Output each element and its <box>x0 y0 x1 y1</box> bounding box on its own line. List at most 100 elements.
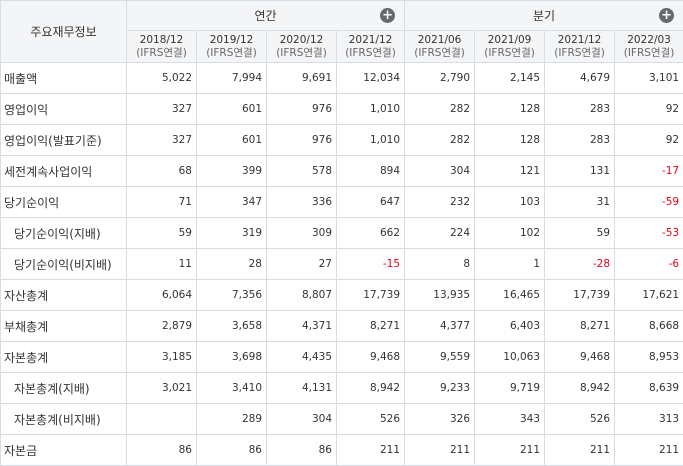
table-cell: 12,034 <box>337 63 405 94</box>
table-cell: 6,064 <box>127 280 197 311</box>
period-header: 2021/12(IFRS연결) <box>337 31 405 63</box>
table-cell: 128 <box>475 94 545 125</box>
table-cell: 8,668 <box>615 311 683 342</box>
table-cell: 2,790 <box>405 63 475 94</box>
table-cell: 59 <box>545 218 615 249</box>
row-label: 당기순이익(지배) <box>1 218 127 249</box>
period-date: 2020/12 <box>267 34 336 47</box>
table-cell: 17,739 <box>337 280 405 311</box>
table-cell: -6 <box>615 249 683 280</box>
table-cell: 283 <box>545 125 615 156</box>
period-basis: (IFRS연결) <box>267 47 336 60</box>
row-label: 매출액 <box>1 63 127 94</box>
table-cell: 1,010 <box>337 94 405 125</box>
table-cell: 3,698 <box>197 342 267 373</box>
table-cell: 282 <box>405 125 475 156</box>
row-label: 자본총계 <box>1 342 127 373</box>
period-header: 2021/06(IFRS연결) <box>405 31 475 63</box>
table-cell: 976 <box>267 125 337 156</box>
table-cell: 7,356 <box>197 280 267 311</box>
table-cell: 8,271 <box>337 311 405 342</box>
table-cell: 92 <box>615 94 683 125</box>
period-header: 2020/12(IFRS연결) <box>267 31 337 63</box>
table-cell: 304 <box>405 156 475 187</box>
table-cell: 8 <box>405 249 475 280</box>
table-cell: 327 <box>127 94 197 125</box>
table-cell: 128 <box>475 125 545 156</box>
table-cell: -15 <box>337 249 405 280</box>
period-header: 2018/12(IFRS연결) <box>127 31 197 63</box>
quarterly-group-header: 분기 + <box>405 1 683 31</box>
table-cell: 86 <box>127 435 197 466</box>
table-cell: 5,022 <box>127 63 197 94</box>
table-cell: 3,410 <box>197 373 267 404</box>
table-cell: 336 <box>267 187 337 218</box>
annual-group-label: 연간 <box>254 9 276 23</box>
period-date: 2021/06 <box>405 34 474 47</box>
table-cell: 3,021 <box>127 373 197 404</box>
table-cell: 2,145 <box>475 63 545 94</box>
period-basis: (IFRS연결) <box>615 47 683 60</box>
row-label: 당기순이익 <box>1 187 127 218</box>
table-cell: 16,465 <box>475 280 545 311</box>
corner-header: 주요재무정보 <box>1 1 127 63</box>
table-cell: 9,233 <box>405 373 475 404</box>
table-cell: 232 <box>405 187 475 218</box>
table-cell: 9,719 <box>475 373 545 404</box>
table-cell: 27 <box>267 249 337 280</box>
table-cell: 4,371 <box>267 311 337 342</box>
row-label: 세전계속사업이익 <box>1 156 127 187</box>
table-cell: 28 <box>197 249 267 280</box>
table-cell: 4,377 <box>405 311 475 342</box>
table-cell: 9,468 <box>337 342 405 373</box>
row-label: 자본총계(지배) <box>1 373 127 404</box>
table-cell: 319 <box>197 218 267 249</box>
period-header: 2021/09(IFRS연결) <box>475 31 545 63</box>
table-cell: 8,942 <box>337 373 405 404</box>
table-cell: 211 <box>615 435 683 466</box>
period-date: 2021/12 <box>545 34 614 47</box>
table-cell <box>127 404 197 435</box>
table-cell: 976 <box>267 94 337 125</box>
table-cell: -59 <box>615 187 683 218</box>
period-date: 2021/09 <box>475 34 544 47</box>
row-label: 자산총계 <box>1 280 127 311</box>
table-cell: 526 <box>545 404 615 435</box>
table-cell: 601 <box>197 125 267 156</box>
table-cell: 68 <box>127 156 197 187</box>
table-cell: 399 <box>197 156 267 187</box>
table-cell: 282 <box>405 94 475 125</box>
table-cell: 211 <box>337 435 405 466</box>
table-cell: 647 <box>337 187 405 218</box>
table-cell: 59 <box>127 218 197 249</box>
table-cell: 304 <box>267 404 337 435</box>
table-cell: 2,879 <box>127 311 197 342</box>
table-cell: 86 <box>267 435 337 466</box>
period-header: 2021/12(IFRS연결) <box>545 31 615 63</box>
table-cell: 86 <box>197 435 267 466</box>
table-cell: 131 <box>545 156 615 187</box>
row-label: 당기순이익(비지배) <box>1 249 127 280</box>
table-cell: 327 <box>127 125 197 156</box>
table-cell: 10,063 <box>475 342 545 373</box>
table-cell: 4,679 <box>545 63 615 94</box>
table-cell: 103 <box>475 187 545 218</box>
table-cell: 326 <box>405 404 475 435</box>
table-cell: 1,010 <box>337 125 405 156</box>
quarterly-plus-circle-icon[interactable]: + <box>659 8 674 23</box>
annual-plus-circle-icon[interactable]: + <box>380 8 395 23</box>
table-cell: 211 <box>475 435 545 466</box>
table-cell: 4,131 <box>267 373 337 404</box>
row-label: 영업이익(발표기준) <box>1 125 127 156</box>
row-label: 부채총계 <box>1 311 127 342</box>
table-cell: 601 <box>197 94 267 125</box>
period-basis: (IFRS연결) <box>475 47 544 60</box>
